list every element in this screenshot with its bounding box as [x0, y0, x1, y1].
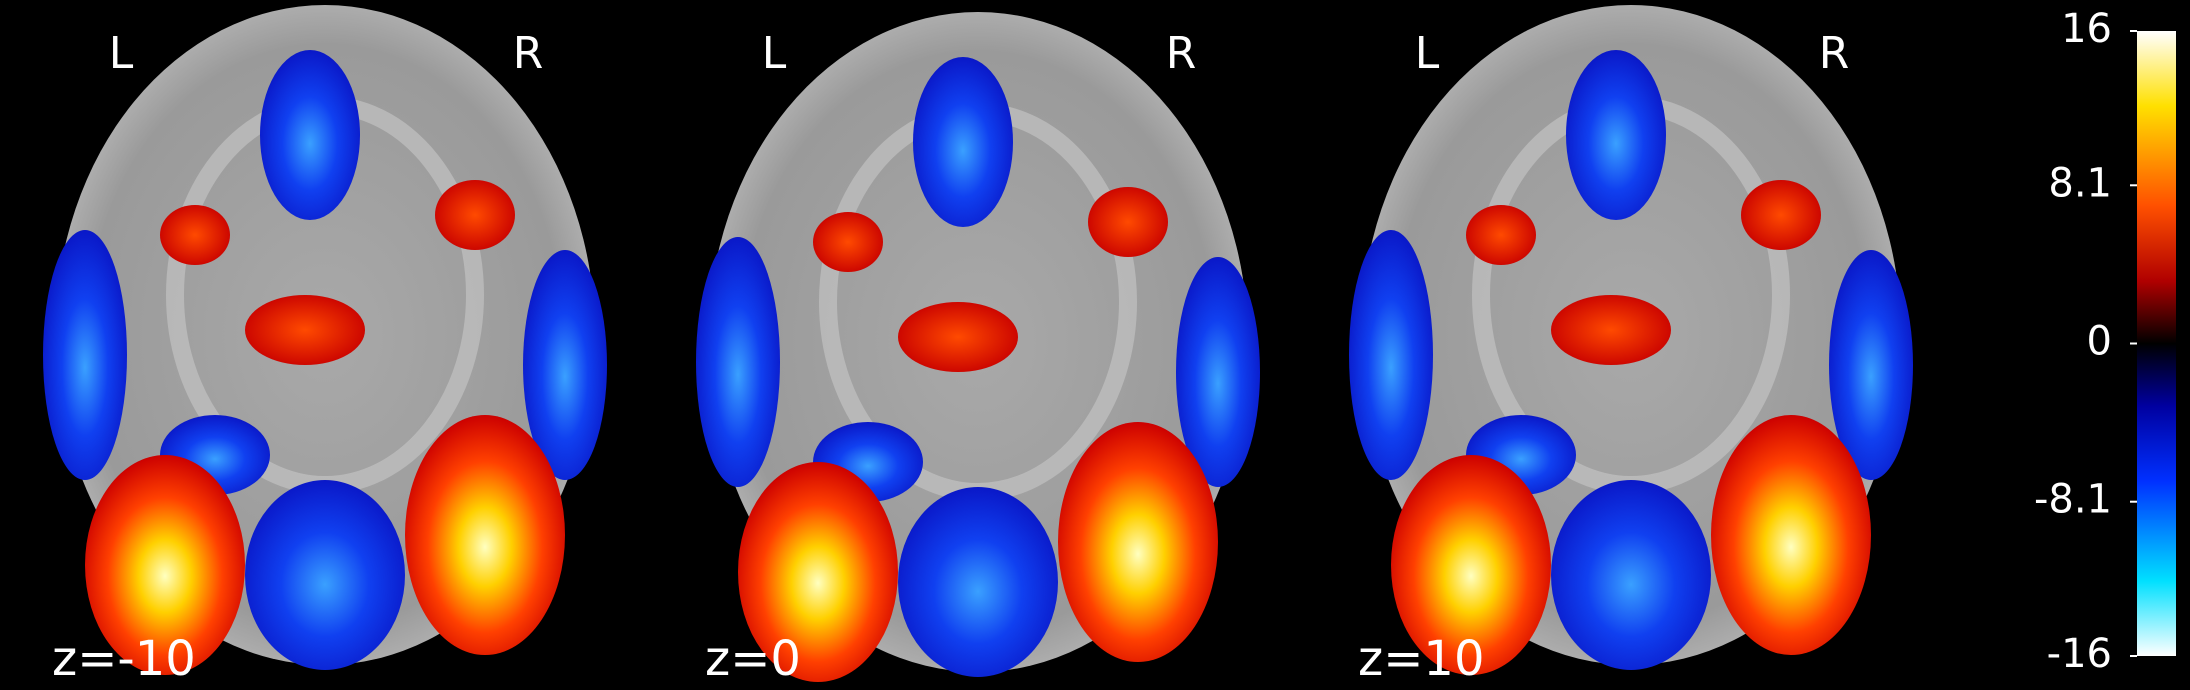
- colorbar: [2137, 31, 2176, 656]
- slices: L Rz=-10 L Rz=0 L Rz=10: [43, 5, 1913, 687]
- colorbar-ticks: 16 8.1 0 -8.1 -16: [2034, 6, 2137, 677]
- slice-label: z=0: [705, 631, 801, 687]
- colorbar-tick-label: 8.1: [2048, 160, 2112, 206]
- right-label: R: [513, 28, 544, 79]
- colorbar-tick-label: 16: [2061, 6, 2112, 52]
- brain-slice: L Rz=-10: [43, 5, 607, 687]
- colorbar-tick-label: 0: [2087, 319, 2112, 365]
- right-label: R: [1166, 28, 1197, 79]
- left-label: L: [762, 28, 787, 79]
- right-label: R: [1819, 28, 1850, 79]
- brain-image: [43, 5, 607, 675]
- brain-slice: L Rz=0: [696, 12, 1260, 687]
- slice-label: z=-10: [52, 631, 196, 687]
- brain-image: [1349, 5, 1913, 675]
- left-label: L: [1415, 28, 1440, 79]
- colorbar-tick-label: -16: [2047, 631, 2112, 677]
- slice-label: z=10: [1358, 631, 1485, 687]
- brain-image: [696, 12, 1260, 682]
- left-label: L: [109, 28, 134, 79]
- brain-slice: L Rz=10: [1349, 5, 1913, 687]
- colorbar-tick-label: -8.1: [2034, 477, 2112, 523]
